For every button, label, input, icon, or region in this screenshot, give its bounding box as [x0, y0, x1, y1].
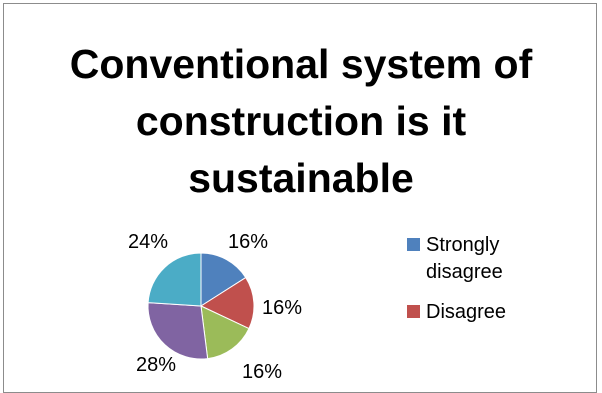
pie-slice-4	[147, 302, 209, 360]
pie-slice-3	[200, 305, 250, 360]
slice-data-label-4: 28%	[136, 354, 176, 376]
legend-swatch	[407, 305, 420, 318]
slice-data-label-2: 16%	[262, 297, 302, 319]
legend-item-2: Disagree	[407, 299, 587, 326]
pie-slice-5	[147, 252, 202, 307]
pie-slice-2	[199, 276, 255, 330]
slice-data-label-5: 24%	[128, 231, 168, 253]
slice-data-label-3: 16%	[242, 361, 282, 383]
pie-slices	[147, 252, 255, 360]
chart-area	[3, 3, 597, 393]
legend-item-1: Strongly disagree	[407, 232, 587, 286]
slice-data-label-1: 16%	[228, 231, 268, 253]
legend-label: Disagree	[426, 301, 507, 323]
legend-swatch	[407, 238, 420, 251]
chart-legend: Strongly disagree Disagree	[407, 232, 587, 339]
pie-slice-1	[200, 252, 247, 307]
pie-data-labels: 16% 16% 16% 28% 24%	[128, 231, 302, 383]
legend-label: Strongly disagree	[426, 234, 503, 283]
chart-title: Conventional system of construction is i…	[69, 41, 533, 201]
